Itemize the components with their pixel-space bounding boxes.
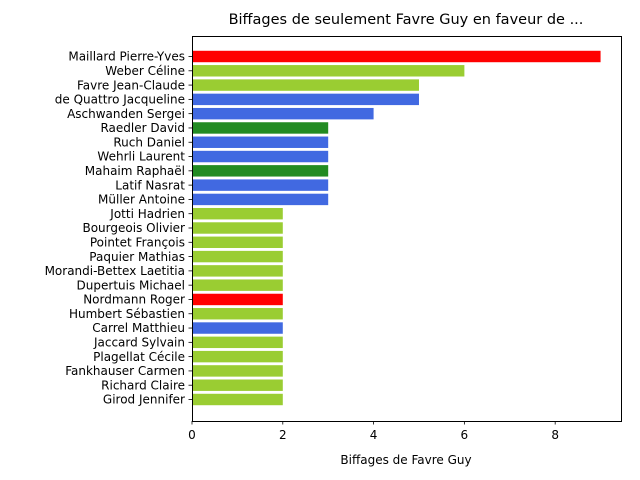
- y-tick-label: Raedler David: [100, 121, 185, 135]
- y-tick-label: Bourgeois Olivier: [82, 221, 185, 235]
- x-axis-label: Biffages de Favre Guy: [340, 453, 471, 467]
- bar: [192, 393, 283, 406]
- bar: [192, 93, 419, 106]
- bar: [192, 165, 329, 177]
- y-tick-label: Plagellat Cécile: [93, 350, 185, 364]
- y-tick-label: Ruch Daniel: [113, 135, 185, 149]
- x-tick-label: 6: [461, 428, 469, 442]
- y-tick-label: de Quattro Jacqueline: [55, 93, 185, 107]
- x-tick-label: 8: [551, 428, 559, 442]
- bar: [192, 136, 329, 148]
- bar: [192, 365, 283, 377]
- y-tick-label: Pointet François: [90, 235, 185, 249]
- bar: [192, 179, 329, 191]
- bar: [192, 379, 283, 391]
- bar: [192, 122, 329, 134]
- x-tick-label: 0: [188, 428, 196, 442]
- plot-frame: [192, 36, 622, 422]
- chart-title: Biffages de seulement Favre Guy en faveu…: [229, 12, 584, 28]
- bar: [192, 236, 283, 249]
- bars-layer: [192, 50, 601, 406]
- y-tick-label: Morandi-Bettex Laetitia: [45, 264, 185, 278]
- y-tick-label: Jotti Hadrien: [109, 207, 185, 221]
- x-ticks: 0 2 4 6 8: [188, 421, 559, 442]
- y-tick-label: Jaccard Sylvain: [93, 336, 185, 350]
- y-tick-label: Maillard Pierre-Yves: [68, 50, 185, 64]
- bar: [192, 207, 283, 220]
- bar: [192, 308, 283, 320]
- bar: [192, 193, 329, 206]
- y-tick-label: Carrel Matthieu: [92, 321, 185, 335]
- y-tick-label: Richard Claire: [101, 378, 185, 392]
- bar: [192, 150, 329, 163]
- y-tick-label: Latif Nasrat: [115, 178, 185, 192]
- x-tick-label: 2: [279, 428, 287, 442]
- y-tick-label: Dupertuis Michael: [77, 278, 185, 292]
- y-tick-label: Fankhauser Carmen: [65, 364, 185, 378]
- y-tick-label: Weber Céline: [105, 64, 185, 78]
- bar: [192, 293, 283, 306]
- bar: [192, 279, 283, 291]
- y-tick-label: Mahaim Raphaël: [85, 164, 185, 178]
- bar: [192, 79, 419, 91]
- bar: [192, 222, 283, 234]
- bar: [192, 336, 283, 349]
- y-tick-label: Nordmann Roger: [83, 293, 185, 307]
- y-tick-label: Humbert Sébastien: [69, 307, 185, 321]
- bar: [192, 250, 283, 263]
- y-tick-label: Wehrli Laurent: [97, 150, 185, 164]
- y-tick-label: Aschwanden Sergei: [67, 107, 185, 121]
- y-tick-label: Girod Jennifer: [103, 393, 185, 407]
- bar: [192, 322, 283, 334]
- y-tick-label: Favre Jean-Claude: [77, 78, 185, 92]
- bar: [192, 65, 465, 77]
- bar: [192, 265, 283, 277]
- y-tick-label: Müller Antoine: [98, 193, 185, 207]
- x-tick-label: 4: [370, 428, 378, 442]
- bar: [192, 50, 601, 63]
- bar: [192, 350, 283, 363]
- bar: [192, 107, 374, 120]
- y-tick-label: Paquier Mathias: [89, 250, 185, 264]
